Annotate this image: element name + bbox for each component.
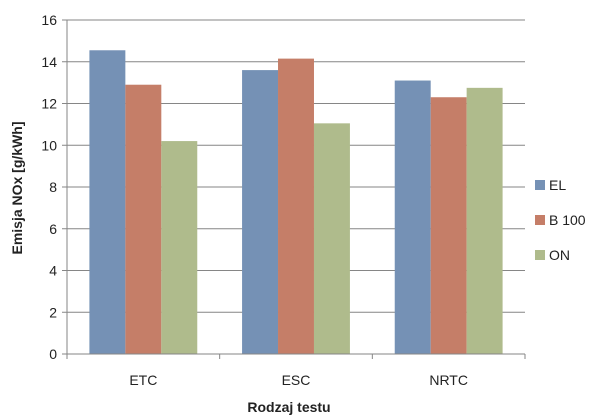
y-axis-title: Emisja NOx [g/kWh] (9, 121, 25, 254)
legend-swatch-b100 (535, 215, 545, 225)
legend-swatch-el (535, 180, 545, 190)
legend-label: ON (549, 247, 570, 263)
bar-esc-el (242, 70, 279, 354)
y-tick-label: 0 (49, 346, 57, 362)
legend: EL B 100 ON (535, 177, 586, 263)
bar-esc-b100 (278, 58, 314, 355)
legend-swatch-on (535, 250, 545, 260)
y-tick-label: 4 (49, 263, 57, 279)
axes: 0 2 4 6 8 10 12 14 16 ETC ESC NRTC (41, 12, 526, 388)
bar-etc-b100 (125, 84, 162, 355)
y-tick-label: 16 (41, 12, 57, 28)
y-tick-label: 10 (41, 137, 57, 153)
x-axis-title: Rodzaj testu (247, 399, 330, 415)
legend-label: B 100 (549, 212, 586, 228)
y-tick-label: 8 (49, 179, 57, 195)
bar-etc-el (89, 50, 126, 355)
x-tick-label: ETC (129, 372, 157, 388)
y-tick-label: 6 (49, 221, 57, 237)
y-tick-label: 12 (41, 96, 57, 112)
y-tick-label: 14 (41, 54, 57, 70)
bars (89, 50, 503, 355)
x-tick-label: NRTC (429, 372, 468, 388)
bar-etc-on (161, 141, 198, 354)
bar-nrtc-b100 (430, 97, 467, 355)
x-tick-label: ESC (282, 372, 311, 388)
bar-esc-on (313, 123, 350, 354)
legend-label: EL (549, 177, 566, 193)
y-tick-label: 2 (49, 304, 57, 320)
bar-nrtc-on (466, 87, 503, 354)
bar-nrtc-el (394, 80, 431, 354)
